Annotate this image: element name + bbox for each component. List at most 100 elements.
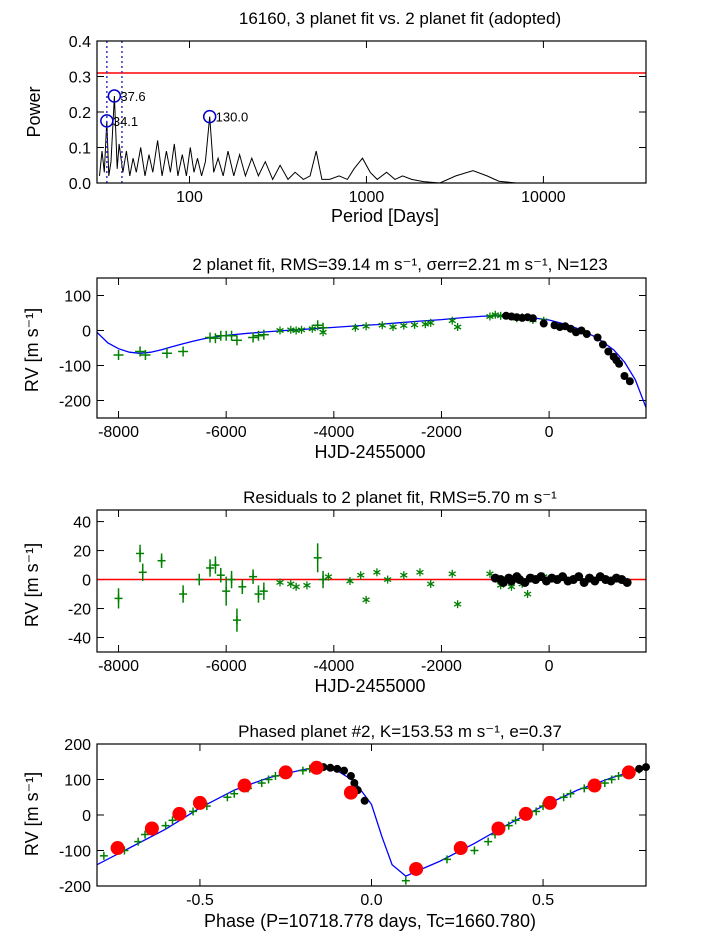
residual-star-point-arm <box>523 591 532 597</box>
rv-plus-point <box>226 330 237 341</box>
rv-plus-point <box>258 329 269 340</box>
residual-plus-point <box>114 594 123 603</box>
rv-dot-point <box>615 359 624 368</box>
rv-plus-point <box>140 350 151 360</box>
residuals-frame <box>96 509 647 653</box>
phased-binned-point <box>518 806 533 821</box>
phased-plus-point <box>600 779 609 788</box>
y-tick-label: 200 <box>64 737 91 754</box>
phased-xlabel: Phase (P=10718.778 days, Tc=1660.780) <box>204 911 536 931</box>
y-tick-label: -200 <box>59 879 91 896</box>
phased-plus-point <box>230 789 239 798</box>
periodogram-panel: 16160, 3 planet fit vs. 2 planet fit (ad… <box>24 9 647 226</box>
phased-plus-point <box>401 876 410 885</box>
rv-star-point-arm <box>276 327 284 334</box>
x-tick-label: -4000 <box>313 658 354 675</box>
rv-fit-title: 2 planet fit, RMS=39.14 m s⁻¹, σerr=2.21… <box>192 255 607 274</box>
residual-star-point-arm <box>362 597 370 603</box>
rv-fit-panel: 2 planet fit, RMS=39.14 m s⁻¹, σerr=2.21… <box>22 255 647 462</box>
residual-star-point-arm <box>276 579 284 586</box>
periodogram-marks: 100 1000 10000 0.0 0.1 0.2 0.3 0.4 34.1 37.6 130.0 <box>69 34 646 206</box>
phased-dot-point <box>333 764 342 773</box>
rv-dot-point <box>620 372 629 380</box>
residual-star-point-arm <box>383 576 392 583</box>
phased-title: Phased planet #2, K=153.53 m s⁻¹, e=0.37 <box>238 722 562 741</box>
rv-fit-xlabel: HJD-2455000 <box>314 442 425 462</box>
rv-star-point-arm <box>453 324 462 330</box>
residuals-xlabel: HJD-2455000 <box>314 676 425 696</box>
peak-marker <box>107 89 122 103</box>
x-tick-label: 0 <box>545 658 554 675</box>
x-tick-label: -4000 <box>313 424 354 441</box>
rv-plus-point <box>161 348 172 359</box>
y-tick-label: -100 <box>59 844 91 861</box>
phased-binned-point <box>587 778 602 793</box>
peak-marker <box>202 109 217 124</box>
rv-star-point-arm <box>491 312 500 318</box>
rv-fit-marks: -8000 -6000 -4000 -2000 0 -200 -100 0 100 <box>59 278 646 441</box>
phased-plus-point <box>141 830 150 839</box>
residuals-ylabel: RV [m s⁻¹] <box>22 543 42 627</box>
phased-plus-point <box>223 793 232 802</box>
phased-plus-point <box>264 775 273 784</box>
rv-plus-point <box>178 346 189 357</box>
phased-plus-point <box>470 846 479 855</box>
residual-plus-point <box>138 568 147 577</box>
residual-plus-point <box>222 587 231 596</box>
phased-frame <box>96 743 647 887</box>
phased-plus-point <box>484 837 493 846</box>
residual-star-point-arm <box>426 581 435 587</box>
phased-binned-point <box>309 760 324 775</box>
y-tick-label: 20 <box>73 544 91 561</box>
residuals-marks: -8000 -6000 -4000 -2000 0 -40 -20 0 20 40 <box>68 510 646 675</box>
phased-plus-point <box>559 793 568 802</box>
phased-dot-point <box>326 763 335 772</box>
residual-dot-point <box>574 572 584 582</box>
x-tick-label: -2000 <box>421 424 462 441</box>
residual-star-point <box>356 571 365 580</box>
phased-dot-point <box>340 766 349 775</box>
residual-star-point-arm <box>303 582 311 588</box>
rv-fit-frame <box>96 277 647 419</box>
residual-star-point <box>416 568 424 577</box>
x-tick-label: 0 <box>545 424 554 441</box>
rv-star-point <box>486 312 494 321</box>
x-tick-label: -2000 <box>421 658 462 675</box>
phased-plus-point <box>614 771 623 780</box>
x-tick-label: 100 <box>176 189 203 206</box>
rv-plus-point <box>135 346 146 357</box>
y-tick-label: 0.0 <box>69 176 91 193</box>
rv-plus-point <box>312 320 323 331</box>
phased-ylabel: RV [m s⁻¹] <box>22 772 42 856</box>
residual-star-point-arm <box>292 584 300 590</box>
residual-plus-point <box>206 563 215 572</box>
residual-star-point <box>286 579 295 588</box>
phased-marks: -0.5 0.0 0.5 -200 -100 0 100 200 <box>59 737 650 909</box>
rv-star-point <box>351 323 360 332</box>
phased-dot-point <box>346 771 355 780</box>
residual-star-point-arm <box>346 578 354 584</box>
residual-star-point-arm <box>416 569 424 575</box>
phased-binned-point <box>491 821 506 836</box>
periodogram-line <box>99 95 646 183</box>
y-tick-label: 100 <box>64 289 91 306</box>
x-tick-label: -8000 <box>98 658 139 675</box>
phased-binned-point <box>343 785 358 800</box>
rv-dot-point <box>582 330 591 338</box>
residual-star-point <box>373 568 381 577</box>
rv-star-point-arm <box>362 323 370 329</box>
periodogram-ylabel: Power <box>24 86 44 137</box>
rv-plus-point <box>253 330 264 341</box>
rv-star-point-arm <box>426 320 435 326</box>
phased-plus-point <box>442 855 451 864</box>
periodogram-frame <box>96 40 647 184</box>
rv-star-point <box>426 318 435 327</box>
rv-star-point <box>362 322 370 331</box>
rv-star-point-arm <box>351 325 360 331</box>
residual-plus-point <box>195 575 204 584</box>
phased-plus-point <box>607 775 616 784</box>
peak-label: 130.0 <box>216 110 249 125</box>
x-tick-label: -8000 <box>98 424 139 441</box>
rv-star-point <box>308 324 317 333</box>
phased-plus-point <box>504 821 513 830</box>
